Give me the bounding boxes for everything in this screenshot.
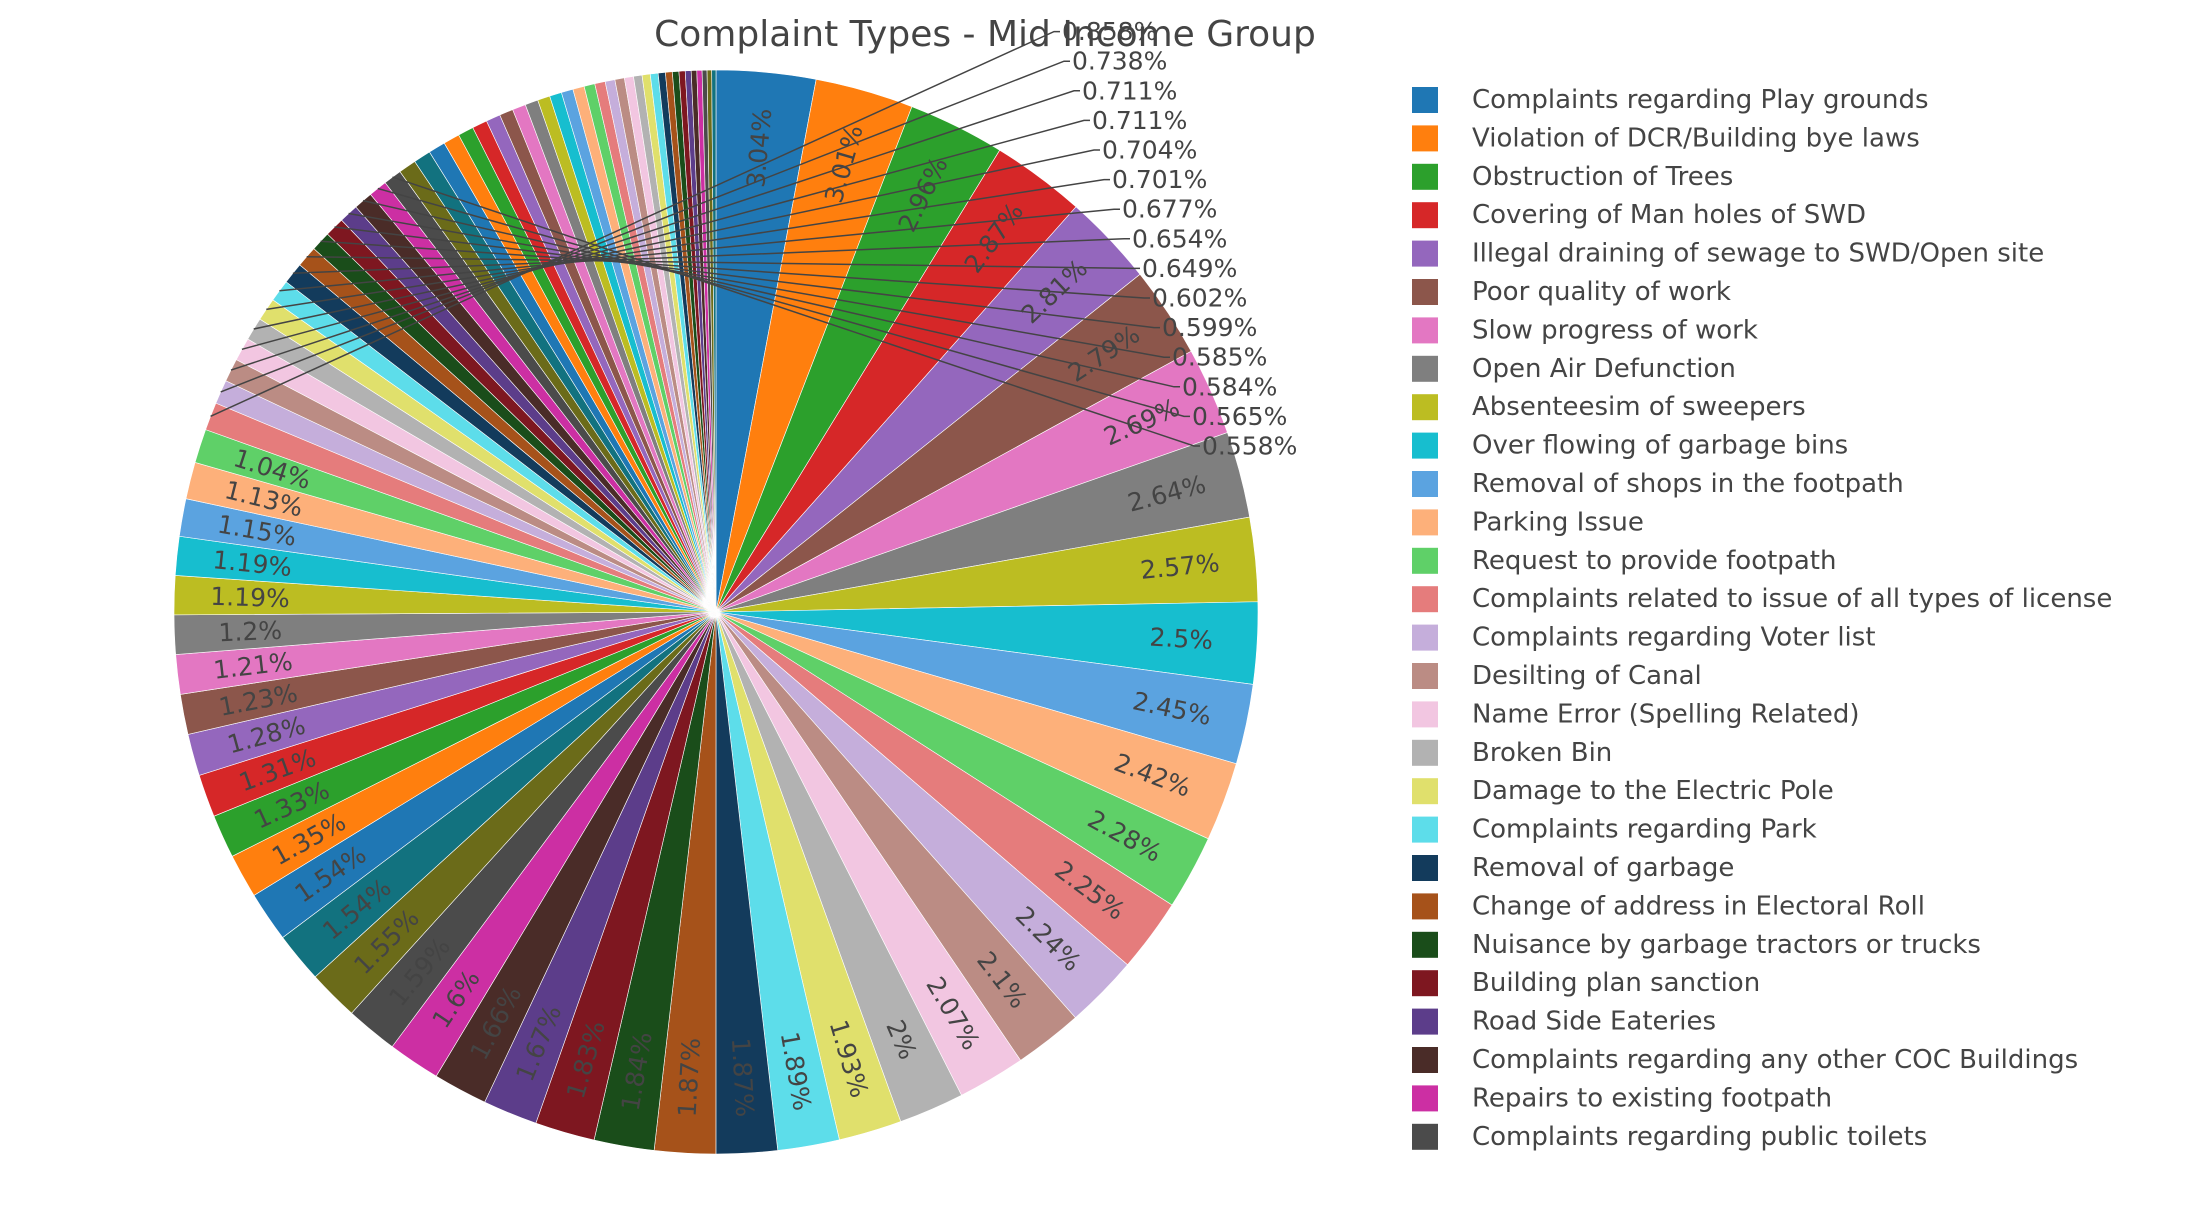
slice-percent-label: 1.87% xyxy=(726,1037,759,1118)
legend-swatch[interactable] xyxy=(1412,778,1438,805)
legend-swatch[interactable] xyxy=(1412,125,1438,152)
slice-percent-label-outside: 0.711% xyxy=(1092,106,1187,135)
leader-line xyxy=(220,60,1070,393)
legend-item-label[interactable]: Absenteesim of sweepers xyxy=(1472,392,1806,422)
legend-item-label[interactable]: Road Side Eateries xyxy=(1472,1007,1716,1037)
legend-swatch[interactable] xyxy=(1412,163,1438,190)
pie-slice xyxy=(711,69,717,613)
legend-item-label[interactable]: Illegal draining of sewage to SWD/Open s… xyxy=(1472,239,2044,269)
chart-title: Complaint Types - Mid Income Group xyxy=(654,14,1316,55)
legend-swatch[interactable] xyxy=(1412,355,1438,382)
legend-swatch[interactable] xyxy=(1412,432,1438,459)
slice-percent-label-outside: 0.585% xyxy=(1172,343,1267,372)
slice-percent-label-outside: 0.584% xyxy=(1182,372,1277,401)
legend-swatch[interactable] xyxy=(1412,317,1438,344)
slice-percent-label: 1.2% xyxy=(218,616,283,648)
legend-item-label[interactable]: Complaints related to issue of all types… xyxy=(1472,584,2112,614)
slice-percent-label-outside: 0.677% xyxy=(1122,195,1217,224)
leader-line xyxy=(210,30,1060,417)
slice-percent-label-outside: 0.602% xyxy=(1152,284,1247,313)
legend-item-label[interactable]: Building plan sanction xyxy=(1472,968,1760,998)
legend-item-label[interactable]: Desilting of Canal xyxy=(1472,661,1702,691)
legend-item-label[interactable]: Removal of garbage xyxy=(1472,853,1734,883)
slice-percent-label-outside: 0.599% xyxy=(1162,313,1257,342)
legend-item-label[interactable]: Change of address in Electoral Roll xyxy=(1472,891,1925,921)
legend-item-label[interactable]: Obstruction of Trees xyxy=(1472,162,1733,192)
legend-item-label[interactable]: Nuisance by garbage tractors or trucks xyxy=(1472,930,1981,960)
legend-item-label[interactable]: Broken Bin xyxy=(1472,738,1612,768)
legend-swatch[interactable] xyxy=(1412,1085,1438,1112)
legend-swatch[interactable] xyxy=(1412,471,1438,497)
slice-percent-label-outside: 0.654% xyxy=(1132,224,1227,253)
legend-swatch[interactable] xyxy=(1412,509,1438,536)
legend-item-label[interactable]: Repairs to existing footpath xyxy=(1472,1083,1832,1113)
slice-percent-label-outside: 0.565% xyxy=(1192,402,1287,431)
legend-item-label[interactable]: Slow progress of work xyxy=(1472,315,1758,345)
legend-swatch[interactable] xyxy=(1412,586,1438,613)
legend-item-label[interactable]: Request to provide footpath xyxy=(1472,546,1836,576)
slice-percent-label-outside: 0.649% xyxy=(1142,254,1237,283)
slice-percent-label: 2.5% xyxy=(1149,622,1214,655)
legend-item-label[interactable]: Complaints regarding public toilets xyxy=(1472,1122,1927,1152)
legend-swatch[interactable] xyxy=(1412,87,1438,113)
legend-item-label[interactable]: Name Error (Spelling Related) xyxy=(1472,699,1860,729)
legend-item-label[interactable]: Poor quality of work xyxy=(1472,277,1731,307)
legend-item-label[interactable]: Open Air Defunction xyxy=(1472,354,1736,384)
legend-item-label[interactable]: Covering of Man holes of SWD xyxy=(1472,200,1866,230)
legend-swatch[interactable] xyxy=(1412,394,1438,421)
legend-swatch[interactable] xyxy=(1412,240,1438,267)
legend-swatch[interactable] xyxy=(1412,816,1438,843)
legend: Complaints regarding Play grounds Violati… xyxy=(1412,85,2112,1152)
legend-item-label[interactable]: Damage to the Electric Pole xyxy=(1472,776,1834,806)
legend-swatch[interactable] xyxy=(1412,893,1438,920)
legend-item-label[interactable]: Removal of shops in the footpath xyxy=(1472,469,1904,499)
legend-item-label[interactable]: Parking Issue xyxy=(1472,507,1644,537)
slice-percent-label-outside: 0.858% xyxy=(1062,17,1157,46)
slice-percent-label-outside: 0.711% xyxy=(1082,76,1177,105)
legend-item-label[interactable]: Complaints regarding Park xyxy=(1472,815,1817,845)
legend-swatch[interactable] xyxy=(1412,279,1438,305)
slice-percent-label: 1.19% xyxy=(210,582,290,613)
legend-swatch[interactable] xyxy=(1412,1047,1438,1073)
legend-item-label[interactable]: Violation of DCR/Building bye laws xyxy=(1472,123,1920,153)
slice-percent-label-outside: 0.558% xyxy=(1202,432,1297,461)
legend-swatch[interactable] xyxy=(1412,1008,1438,1035)
legend-item-label[interactable]: Over flowing of garbage bins xyxy=(1472,431,1848,461)
slice-percent-label-outside: 0.738% xyxy=(1072,47,1167,76)
legend-item-label[interactable]: Complaints regarding Play grounds xyxy=(1472,85,1929,115)
slice-percent-label-outside: 0.704% xyxy=(1102,136,1197,165)
legend-swatch[interactable] xyxy=(1412,547,1438,574)
legend-swatch[interactable] xyxy=(1412,202,1438,229)
legend-swatch[interactable] xyxy=(1412,1123,1438,1150)
legend-swatch[interactable] xyxy=(1412,739,1438,766)
legend-swatch[interactable] xyxy=(1412,931,1438,958)
legend-item-label[interactable]: Complaints regarding any other COC Build… xyxy=(1472,1045,2078,1075)
legend-swatch[interactable] xyxy=(1412,663,1438,689)
pie-slices xyxy=(173,69,1259,1155)
legend-swatch[interactable] xyxy=(1412,624,1438,651)
legend-swatch[interactable] xyxy=(1412,970,1438,997)
slice-percent-label-outside: 0.701% xyxy=(1112,165,1207,194)
legend-swatch[interactable] xyxy=(1412,701,1438,728)
legend-item-label[interactable]: Complaints regarding Voter list xyxy=(1472,623,1876,653)
legend-swatch[interactable] xyxy=(1412,855,1438,881)
slice-percent-label: 1.87% xyxy=(673,1037,706,1118)
